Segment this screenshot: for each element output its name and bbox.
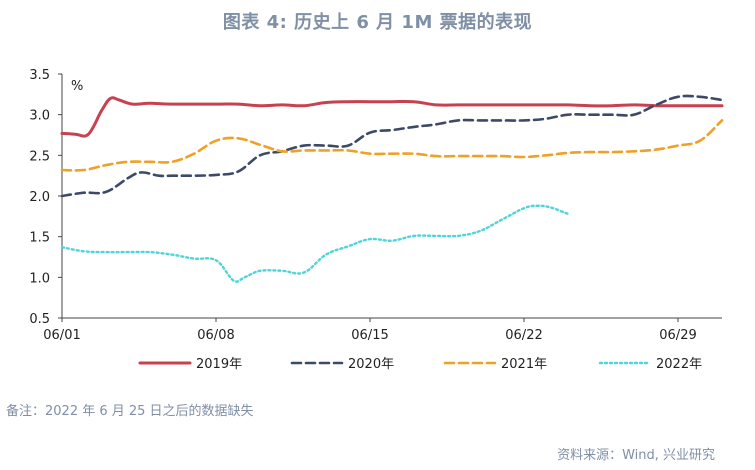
y-tick-label: 2.0: [29, 190, 50, 205]
y-tick-label: 0.5: [29, 312, 50, 327]
footnote: 备注：2022 年 6 月 25 日之后的数据缺失: [6, 404, 254, 419]
y-tick-label: 2.5: [29, 149, 50, 164]
y-tick-label: 1.5: [29, 231, 50, 246]
series-line-2022: [60, 204, 570, 283]
legend-label: 2020年: [348, 357, 394, 372]
legend-label: 2019年: [196, 357, 242, 372]
y-axis-ticks: 3.5 3.0 2.5 2.0 1.5 1.0 0.5: [29, 68, 62, 327]
series-line-2019: [60, 96, 724, 138]
legend-label: 2021年: [501, 357, 547, 372]
y-tick-label: 3.0: [29, 109, 50, 124]
y-tick-label: 1.0: [29, 271, 50, 286]
legend-label: 2022年: [656, 357, 702, 372]
x-tick-label: 06/08: [197, 328, 234, 343]
series-lines: [60, 94, 724, 283]
line-chart: 3.53.02.52.01.51.00.5 % 06/01 06/08 06/15 0…: [29, 68, 724, 372]
y-tick-label: 3.5: [29, 68, 50, 83]
series-line-2021: [60, 119, 724, 172]
x-axis-ticks: 06/01 06/08 06/15 06/22 06/29: [43, 318, 697, 343]
chart-title: 图表 4: 历史上 6 月 1M 票据的表现: [222, 12, 533, 33]
y-unit-label: %: [71, 79, 83, 94]
x-tick-label: 06/15: [351, 328, 388, 343]
legend: 2019年 2020年 2021年 2022年: [138, 357, 702, 372]
series-line-2020: [60, 94, 724, 198]
source-text: 资料来源：Wind, 兴业研究: [557, 448, 715, 463]
x-tick-label: 06/22: [505, 328, 542, 343]
x-tick-label: 06/01: [43, 328, 80, 343]
x-tick-label: 06/29: [659, 328, 696, 343]
